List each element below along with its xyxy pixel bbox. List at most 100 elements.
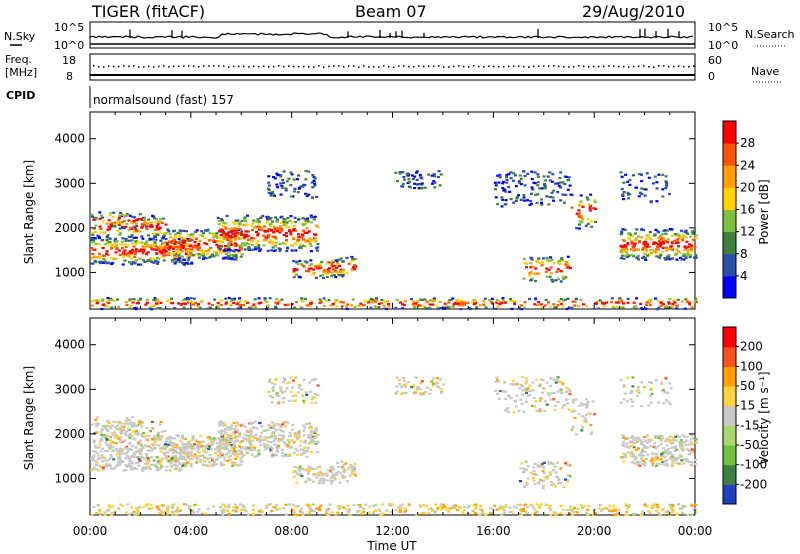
velocity-cell: [311, 439, 315, 442]
velocity-cell: [298, 430, 301, 433]
power-cell: [303, 184, 307, 187]
velocity-cell: [353, 468, 356, 471]
power-cell: [519, 198, 523, 201]
power-cell: [179, 303, 183, 306]
power-cell: [457, 300, 461, 303]
velocity-cell: [689, 463, 693, 466]
power-cell: [652, 182, 655, 185]
velocity-cell: [315, 473, 318, 476]
velocity-cell: [565, 464, 569, 467]
velocity-cell: [139, 421, 143, 424]
velocity-cell: [266, 428, 270, 431]
power-cell: [223, 245, 227, 248]
velocity-cell: [131, 462, 134, 465]
power-cell: [664, 180, 668, 183]
power-cell: [660, 233, 664, 236]
power-cell: [205, 229, 209, 232]
power-cell: [105, 235, 109, 238]
velocity-panel: [89, 317, 696, 516]
power-cell: [127, 239, 131, 242]
velocity-cell: [262, 429, 266, 432]
power-cell: [474, 299, 478, 303]
power-cell: [565, 260, 569, 263]
velocity-cell: [173, 437, 177, 440]
power-cell: [621, 194, 625, 197]
power-cell: [141, 244, 145, 247]
power-cell: [120, 247, 124, 250]
velocity-cell: [156, 465, 160, 469]
power-cell: [275, 220, 279, 223]
power-cell: [334, 259, 338, 262]
velocity-cell: [281, 423, 285, 426]
velocity-cell: [291, 509, 295, 512]
velocity-cell: [166, 507, 169, 510]
power-cell: [163, 252, 167, 255]
power-cell: [664, 305, 668, 308]
power-cell: [664, 246, 668, 249]
velocity-cell: [143, 444, 147, 447]
velocity-cell: [648, 440, 652, 443]
velocity-cell: [671, 465, 675, 468]
velocity-cell: [90, 423, 94, 426]
power-cell: [547, 268, 551, 271]
power-cell: [516, 196, 519, 199]
velocity-cell: [568, 390, 572, 393]
power-cell: [432, 299, 436, 302]
power-cell: [694, 299, 698, 302]
power-cell: [313, 177, 317, 180]
colorbar-frame: [722, 326, 737, 505]
velocity-cell: [554, 513, 558, 517]
velocity-cell: [489, 507, 493, 510]
velocity-cell: [161, 504, 165, 507]
velocity-cell: [637, 436, 641, 440]
power-cell: [240, 253, 244, 256]
power-cell: [160, 222, 164, 225]
velocity-cell: [331, 479, 335, 482]
velocity-cell: [176, 510, 180, 513]
nave-point: [513, 65, 515, 67]
velocity-cell: [568, 393, 572, 396]
velocity-cell: [518, 480, 522, 483]
velocity-cell: [632, 455, 636, 458]
power-cell: [240, 245, 244, 248]
power-cell: [622, 249, 626, 252]
nave-point: [293, 65, 295, 68]
velocity-cell: [120, 449, 124, 453]
nave-trace: [93, 65, 695, 68]
power-cell: [168, 246, 172, 249]
power-cell: [253, 298, 257, 301]
velocity-cell: [263, 438, 267, 441]
power-cell: [630, 240, 634, 243]
cpid-label: CPID: [6, 89, 35, 102]
power-cell: [234, 227, 238, 230]
power-cell: [677, 245, 681, 248]
power-cell: [497, 181, 501, 184]
power-cell: [296, 191, 300, 194]
power-cell: [238, 223, 242, 226]
power-cell: [271, 235, 275, 238]
velocity-cell: [223, 429, 227, 432]
power-cell: [97, 299, 101, 302]
power-cell: [510, 307, 514, 310]
power-cell: [173, 257, 177, 261]
velocity-cell: [319, 504, 323, 507]
velocity-cell: [140, 456, 144, 459]
power-cell: [214, 250, 218, 253]
velocity-cell: [218, 449, 222, 453]
power-cell: [403, 300, 407, 303]
power-cell: [155, 252, 159, 255]
velocity-cell: [293, 399, 297, 402]
velocity-cell: [308, 478, 312, 481]
power-cell: [421, 298, 425, 302]
velocity-cell: [589, 423, 593, 427]
velocity-cell: [271, 447, 274, 450]
power-cell: [234, 229, 238, 232]
velocity-cell: [128, 422, 132, 426]
velocity-cell: [158, 447, 162, 450]
velocity-cell: [193, 443, 196, 446]
velocity-cell: [440, 508, 444, 511]
velocity-cell: [92, 439, 96, 442]
power-cell: [152, 299, 156, 302]
power-cell: [338, 264, 341, 267]
power-cell: [332, 274, 336, 277]
